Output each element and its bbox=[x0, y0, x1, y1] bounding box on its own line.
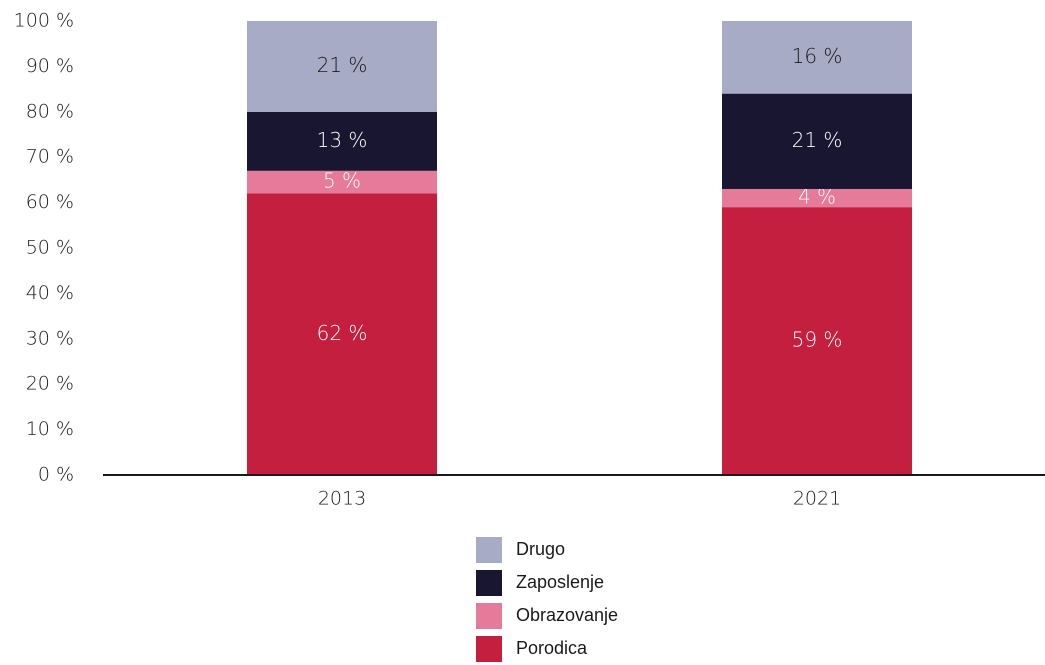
legend-label-drugo: Drugo bbox=[516, 539, 566, 559]
legend: Drugo Zaposlenje Obrazovanje Porodica bbox=[476, 533, 618, 665]
data-label: 21 % bbox=[792, 128, 843, 152]
bar-segment-drugo-2021 bbox=[722, 21, 912, 94]
y-tick-label: 70 % bbox=[26, 146, 74, 168]
legend-item-obrazovanje: Obrazovanje bbox=[476, 599, 618, 632]
y-tick-label: 60 % bbox=[26, 191, 74, 213]
y-tick-label: 30 % bbox=[26, 327, 74, 349]
y-tick-label: 90 % bbox=[26, 55, 74, 77]
bar-segment-porodica-2013 bbox=[247, 193, 437, 475]
legend-swatch-zaposlenje bbox=[476, 569, 502, 596]
legend-label-porodica: Porodica bbox=[516, 638, 588, 658]
bar-segment-obrazovanje-2013 bbox=[247, 170, 437, 194]
legend-label-obrazovanje: Obrazovanje bbox=[516, 605, 619, 625]
bar-segment-drugo-2013 bbox=[247, 21, 437, 112]
bar-segment-obrazovanje-2021 bbox=[722, 188, 912, 208]
y-tick-label: 0 % bbox=[38, 464, 74, 486]
data-label: 13 % bbox=[317, 128, 368, 152]
data-label: 5 % bbox=[323, 169, 361, 193]
legend-label-zaposlenje: Zaposlenje bbox=[516, 572, 605, 592]
y-tick-label: 10 % bbox=[26, 418, 74, 440]
bar-segment-zaposlenje-2021 bbox=[722, 93, 912, 189]
y-tick-label: 50 % bbox=[26, 237, 74, 259]
stacked-bar-chart: 0 % 10 % 20 % 30 % 40 % 50 % 60 % 70 % 80 % 90 % 1… bbox=[14, 10, 1045, 510]
data-label: 16 % bbox=[792, 44, 843, 68]
y-tick-label: 40 % bbox=[26, 282, 74, 304]
legend-swatch-drugo bbox=[476, 536, 502, 563]
legend-item-drugo: Drugo bbox=[476, 533, 618, 566]
x-tick-label: 2021 bbox=[793, 488, 841, 510]
data-label: 21 % bbox=[317, 53, 368, 77]
y-tick-label: 20 % bbox=[26, 373, 74, 395]
x-tick-label: 2013 bbox=[318, 488, 366, 510]
legend-swatch-obrazovanje bbox=[476, 602, 502, 629]
y-tick-label: 100 % bbox=[14, 10, 74, 32]
data-label: 59 % bbox=[792, 328, 843, 352]
legend-item-porodica: Porodica bbox=[476, 632, 618, 665]
legend-item-zaposlenje: Zaposlenje bbox=[476, 566, 618, 599]
y-tick-label: 80 % bbox=[26, 100, 74, 122]
legend-swatch-porodica bbox=[476, 635, 502, 662]
bar-segment-porodica-2021 bbox=[722, 207, 912, 475]
data-label: 62 % bbox=[317, 321, 368, 345]
bar-segment-zaposlenje-2013 bbox=[247, 111, 437, 171]
